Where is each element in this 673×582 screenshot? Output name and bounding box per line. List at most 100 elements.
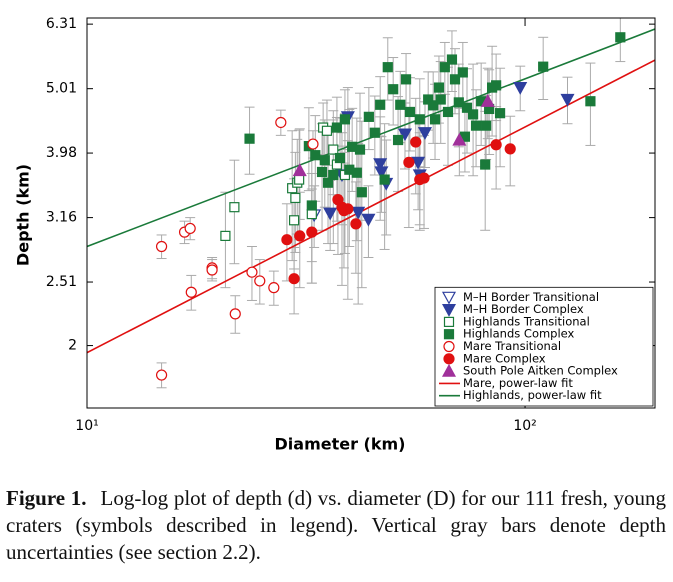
point xyxy=(404,106,416,118)
point xyxy=(373,158,388,172)
point xyxy=(322,177,334,188)
point xyxy=(306,200,317,211)
point xyxy=(287,183,298,194)
point xyxy=(306,208,317,220)
y-tick-label: 5.01 xyxy=(46,81,77,97)
point xyxy=(254,275,266,287)
point xyxy=(342,203,354,215)
point xyxy=(321,125,333,136)
caption-label: Figure 1. xyxy=(6,486,87,510)
y-axis-label: Depth (km) xyxy=(14,164,33,266)
point xyxy=(395,99,406,110)
point xyxy=(560,93,575,107)
point xyxy=(428,100,439,111)
point xyxy=(244,133,255,144)
point xyxy=(281,234,293,246)
point xyxy=(350,218,362,230)
point xyxy=(307,138,319,150)
point xyxy=(442,106,454,118)
point xyxy=(319,155,330,166)
x-tick-label: 10¹ xyxy=(75,418,98,434)
point xyxy=(374,166,389,180)
legend-label: South Pole Aitken Complex xyxy=(463,364,618,378)
point xyxy=(397,128,412,142)
point xyxy=(351,167,362,178)
legend-marker xyxy=(441,304,457,317)
legend-label: M–H Border Transitional xyxy=(463,290,599,304)
point xyxy=(363,111,374,122)
chart: Diameter (km) Depth (km) 2 2.51 3.16 3.98 5.… xyxy=(14,16,656,454)
point xyxy=(275,116,287,129)
point xyxy=(504,143,516,155)
legend-marker xyxy=(441,363,457,377)
point xyxy=(246,266,258,278)
point xyxy=(351,206,366,220)
legend-label: Mare Complex xyxy=(463,351,546,365)
point xyxy=(388,84,399,95)
point xyxy=(288,215,300,226)
point xyxy=(328,169,339,181)
point xyxy=(494,108,506,119)
plot xyxy=(87,18,655,389)
point xyxy=(418,172,430,184)
point xyxy=(417,127,433,140)
point xyxy=(288,273,300,285)
point xyxy=(490,139,502,151)
y-tick-label: 3.98 xyxy=(46,145,77,161)
point xyxy=(328,144,339,155)
point xyxy=(400,74,412,85)
point xyxy=(229,308,241,320)
legend-label: Mare, power-law fit xyxy=(463,376,573,390)
point xyxy=(229,202,240,213)
point xyxy=(585,96,596,107)
point xyxy=(155,369,168,381)
y-tick-label: 2.51 xyxy=(46,274,77,290)
point xyxy=(491,80,502,91)
point xyxy=(403,156,415,168)
plot-frame xyxy=(86,17,656,409)
y-tick-label: 2 xyxy=(68,338,77,354)
caption: Figure 1. Log-log plot of depth (d) vs. d… xyxy=(6,485,666,566)
point xyxy=(457,67,468,78)
point xyxy=(439,62,450,73)
y-tick-label: 6.31 xyxy=(46,16,77,32)
point xyxy=(433,82,445,93)
point xyxy=(480,93,495,107)
point xyxy=(292,163,307,177)
legend-box xyxy=(434,286,654,407)
error-bar xyxy=(468,63,479,177)
point xyxy=(356,187,367,198)
point xyxy=(467,109,479,120)
point xyxy=(453,97,464,108)
point xyxy=(435,94,446,105)
point xyxy=(382,62,393,73)
point xyxy=(513,81,528,95)
point xyxy=(538,61,549,72)
point xyxy=(323,207,338,221)
point xyxy=(331,122,343,133)
legend-marker xyxy=(443,316,455,327)
point xyxy=(379,174,390,185)
point xyxy=(206,264,218,276)
point xyxy=(155,240,168,253)
point xyxy=(446,54,458,65)
point xyxy=(294,230,306,242)
point xyxy=(220,230,231,241)
point xyxy=(375,99,386,110)
legend-label: Highlands, power-law fit xyxy=(463,388,602,402)
point xyxy=(414,114,425,125)
point xyxy=(449,74,461,85)
point xyxy=(294,174,305,185)
point xyxy=(310,150,321,161)
point xyxy=(354,144,366,155)
point xyxy=(316,166,328,178)
point xyxy=(429,114,441,125)
point xyxy=(185,286,197,298)
point xyxy=(268,282,280,294)
point xyxy=(470,120,482,131)
point xyxy=(481,120,492,131)
point xyxy=(306,226,318,238)
fit-line xyxy=(87,59,655,354)
point xyxy=(411,156,426,170)
